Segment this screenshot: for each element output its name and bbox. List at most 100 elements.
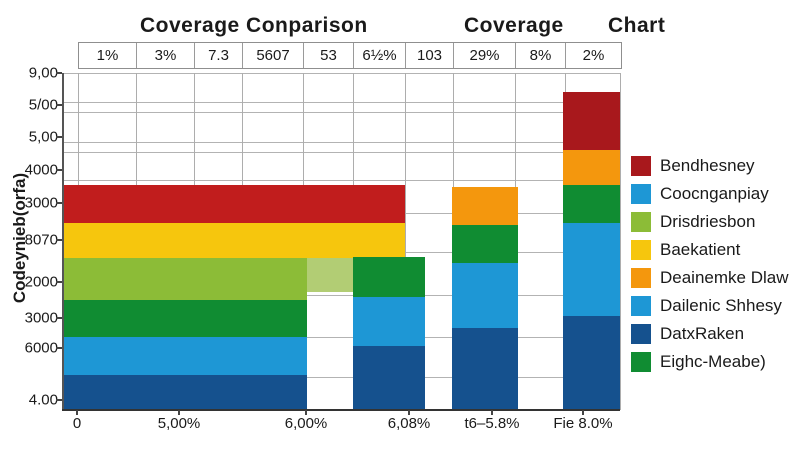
header-cell: 6½% — [354, 43, 406, 68]
x-axis-tick-label: t6–5.8% — [464, 415, 520, 432]
y-axis-tick-label: 5,00 — [28, 128, 58, 146]
legend-swatch-icon — [631, 240, 651, 260]
page-title-right: Chart — [608, 14, 666, 37]
legend-item: DatxRaken — [631, 324, 789, 344]
gridline-horizontal — [62, 337, 620, 338]
bar-segment-bar-2-light_blue — [353, 297, 425, 346]
y-axis-tick — [56, 202, 62, 204]
legend-label: Baekatient — [660, 240, 741, 259]
gridline-horizontal — [62, 142, 620, 143]
legend-label: Dailenic Shhesy — [660, 296, 782, 315]
legend-label: Drisdriesbon — [660, 212, 756, 231]
bar-segment-band-lower-yellow_green — [62, 258, 307, 300]
y-axis-tick-label: 3000 — [24, 309, 58, 327]
y-axis-tick — [56, 104, 62, 106]
legend-label: Eighc-Meabe) — [660, 352, 766, 371]
y-axis-tick — [56, 169, 62, 171]
legend-item: Baekatient — [631, 240, 789, 260]
y-axis-tick — [56, 347, 62, 349]
legend-item: Bendhesney — [631, 156, 789, 176]
bar-segment-bar-2-dark_blue — [353, 346, 425, 410]
y-axis-tick-label: 3000 — [24, 194, 58, 212]
legend-swatch-icon — [631, 212, 651, 232]
x-axis-tick — [305, 410, 307, 415]
header-cell: 29% — [454, 43, 516, 68]
gridline-horizontal — [62, 73, 620, 74]
legend-label: Deainemke Dlaw — [660, 268, 789, 287]
x-axis-tick — [76, 410, 78, 415]
bar-segment-bar-3-dark_blue — [452, 328, 518, 410]
page-title-middle: Coverage — [464, 14, 564, 37]
legend-label: Bendhesney — [660, 156, 755, 175]
gridline-vertical — [620, 73, 621, 410]
gridline-horizontal — [62, 112, 620, 113]
legend-item: Drisdriesbon — [631, 212, 789, 232]
legend-swatch-icon — [631, 156, 651, 176]
y-axis-tick-label: 4.00 — [28, 391, 58, 409]
x-axis-tick — [178, 410, 180, 415]
bar-segment-bar-3-orange — [452, 187, 518, 225]
y-axis-tick — [56, 72, 62, 74]
bar-segment-light-green-patch-light_green — [307, 258, 353, 292]
bar-segment-band-lower-green — [62, 300, 307, 337]
x-axis-tick — [408, 410, 410, 415]
y-axis-tick-label: 4000 — [24, 161, 58, 179]
legend-swatch-icon — [631, 324, 651, 344]
header-cell: 53 — [304, 43, 354, 68]
legend: Bendhesney Coocnganpiay Drisdriesbon Baekat… — [631, 156, 789, 380]
bar-segment-band-top-yellow — [62, 223, 405, 258]
legend-item: Coocnganpiay — [631, 184, 789, 204]
y-axis-line — [62, 73, 64, 410]
legend-label: Coocnganpiay — [660, 184, 769, 203]
bar-segment-band-lower-dark_blue — [62, 375, 307, 410]
legend-swatch-icon — [631, 296, 651, 316]
gridline-horizontal — [62, 180, 620, 181]
header-value-row: 1% 3% 7.3 5607 53 6½% 103 29% 8% 2% — [78, 42, 622, 69]
legend-swatch-icon — [631, 352, 651, 372]
header-cell: 1% — [79, 43, 137, 68]
bar-segment-bar-4-orange — [563, 150, 620, 185]
gridline-horizontal — [62, 152, 620, 153]
bar-segment-bar-3-light_blue — [452, 263, 518, 328]
bar-segment-band-lower-light_blue — [62, 337, 307, 375]
legend-swatch-icon — [631, 184, 651, 204]
x-axis-tick-label: 0 — [72, 415, 82, 432]
y-axis-tick — [56, 399, 62, 401]
x-axis-tick — [582, 410, 584, 415]
gridline-horizontal — [62, 295, 620, 296]
header-cell: 5607 — [243, 43, 304, 68]
bar-segment-bar-4-light_blue — [563, 223, 620, 316]
x-axis-tick — [491, 410, 493, 415]
x-axis-tick-label: 6,08% — [387, 415, 431, 432]
bar-segment-bar-4-dark_blue — [563, 316, 620, 410]
legend-item: Eighc-Meabe) — [631, 352, 789, 372]
y-axis-tick — [56, 317, 62, 319]
legend-swatch-icon — [631, 268, 651, 288]
header-cell: 3% — [137, 43, 195, 68]
bar-segment-bar-4-green — [563, 185, 620, 223]
x-axis-tick-label: Fie 8.0% — [553, 415, 613, 432]
header-cell: 7.3 — [195, 43, 243, 68]
gridline-vertical — [405, 73, 406, 410]
y-axis-tick — [56, 281, 62, 283]
bar-segment-bar-4-red_dark — [563, 92, 620, 150]
legend-item: Deainemke Dlaw — [631, 268, 789, 288]
gridline-horizontal — [62, 377, 620, 378]
header-cell: 103 — [406, 43, 454, 68]
y-axis-tick-label: 9,00 — [28, 64, 58, 82]
x-axis-tick-label: 5,00% — [157, 415, 201, 432]
bar-segment-band-top-red_bright — [62, 185, 405, 223]
y-axis-tick-label: 2000 — [24, 273, 58, 291]
y-axis-tick-label: 6000 — [24, 339, 58, 357]
bar-segment-bar-2-green — [353, 257, 425, 297]
gridline-horizontal — [62, 102, 620, 103]
x-axis-tick-label: 6,00% — [284, 415, 328, 432]
y-axis-tick-label: 5/00 — [28, 96, 58, 114]
legend-item: Dailenic Shhesy — [631, 296, 789, 316]
bar-segment-bar-3-green — [452, 225, 518, 263]
y-axis-tick — [56, 239, 62, 241]
header-cell: 2% — [582, 47, 605, 64]
legend-label: DatxRaken — [660, 324, 745, 343]
page-title-left: Coverage Conparison — [140, 14, 368, 37]
